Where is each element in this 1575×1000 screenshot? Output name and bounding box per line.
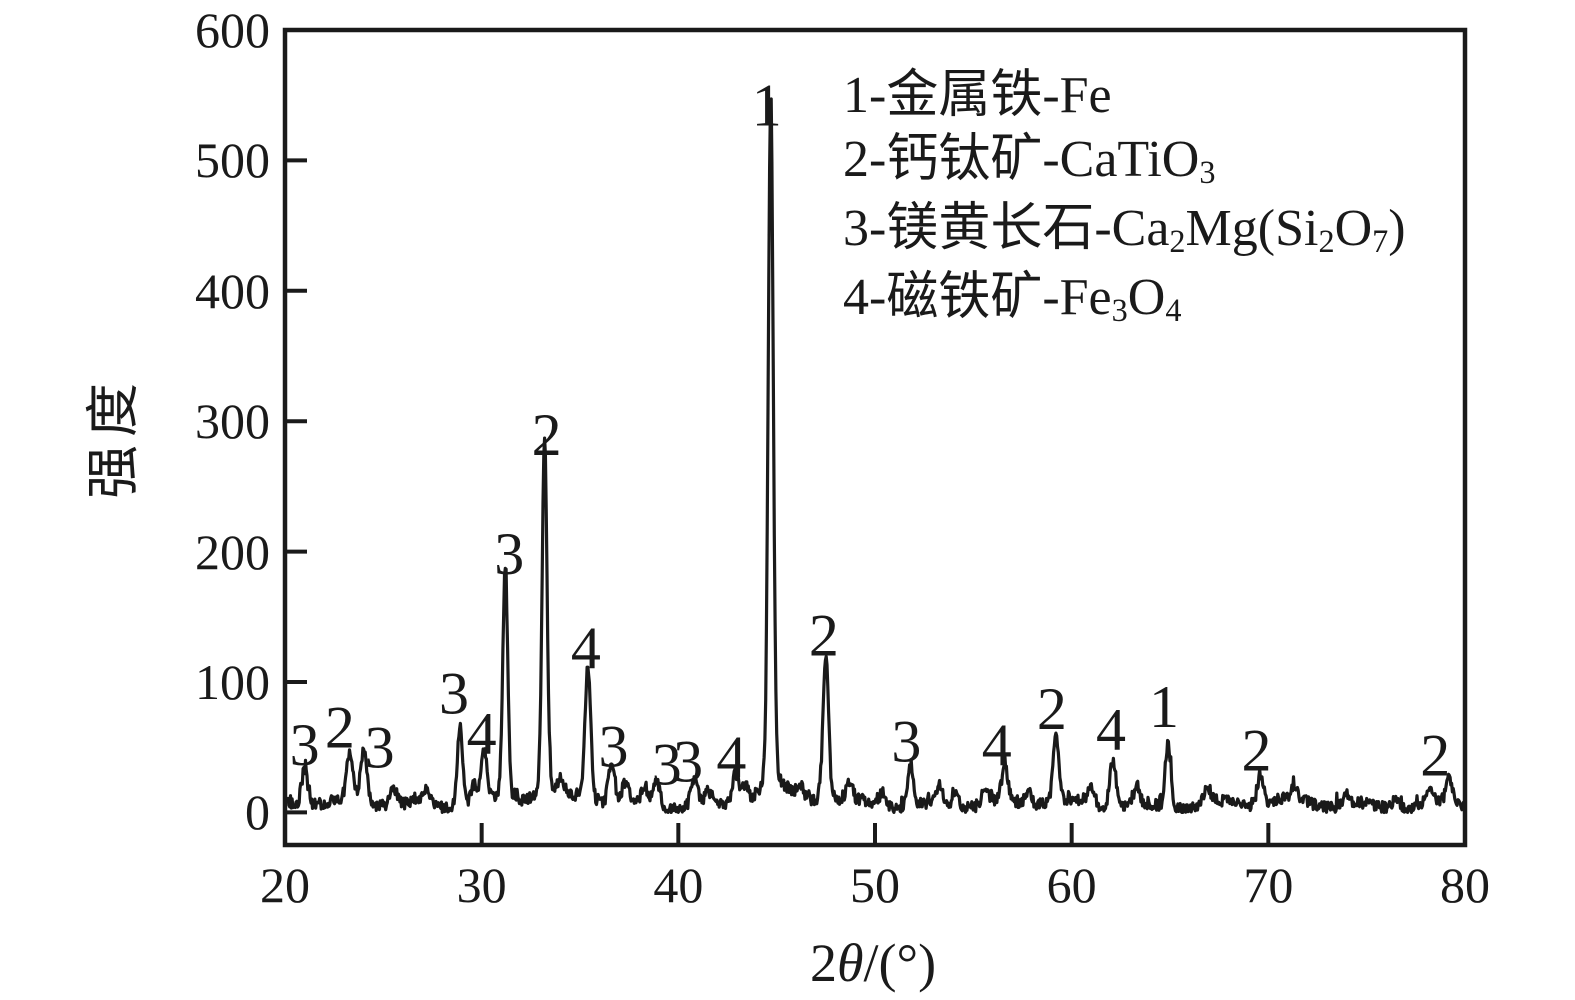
peak-label: 3 xyxy=(891,708,921,774)
text-segment: θ xyxy=(836,933,864,993)
y-tick-label: 0 xyxy=(245,784,270,841)
peak-label: 2 xyxy=(532,402,562,468)
peak-label: 3 xyxy=(673,729,703,795)
y-tick-label: 300 xyxy=(195,393,270,450)
peak-label: 3 xyxy=(290,712,320,778)
x-axis-title: 2θ/(°) xyxy=(810,932,936,994)
text-segment: 3-镁黄长石-Ca xyxy=(843,200,1170,257)
x-tick-label: 60 xyxy=(1046,857,1097,913)
text-segment: 2 xyxy=(809,933,837,993)
peak-label: 3 xyxy=(598,714,628,780)
x-tick-label: 40 xyxy=(653,857,704,913)
peak-label: 1 xyxy=(752,73,782,139)
legend-entry: 4-磁铁矿-Fe3O4 xyxy=(843,266,1406,335)
peak-label: 2 xyxy=(809,603,839,669)
subscript-text: 4 xyxy=(1165,292,1182,329)
xrd-trace xyxy=(283,97,1467,815)
peak-label: 1 xyxy=(1149,674,1179,740)
subscript-text: 7 xyxy=(1372,223,1389,260)
peak-label: 4 xyxy=(716,724,746,790)
peak-label: 4 xyxy=(982,712,1012,778)
text-segment: O xyxy=(1127,269,1166,326)
peak-label: 3 xyxy=(494,521,524,587)
y-tick-label: 400 xyxy=(195,262,270,319)
legend: 1-金属铁-Fe 2-钙钛矿-CaTiO3 3-镁黄长石-Ca2Mg(Si2O7) 4… xyxy=(843,64,1406,335)
text-segment: 2-钙钛矿-CaTiO xyxy=(843,131,1200,188)
subscript-text: 3 xyxy=(1199,154,1216,191)
y-tick-label: 500 xyxy=(195,132,270,189)
subscript-text: 2 xyxy=(1318,223,1335,260)
legend-entry: 1-金属铁-Fe xyxy=(843,64,1406,128)
y-tick-label: 100 xyxy=(195,654,270,710)
subscript-text: 3 xyxy=(1111,292,1128,329)
peak-label: 2 xyxy=(1037,676,1067,742)
peak-label: 4 xyxy=(1096,696,1126,762)
peak-label: 3 xyxy=(652,731,682,797)
text-segment: /(°) xyxy=(863,933,937,993)
x-tick-label: 50 xyxy=(850,857,900,913)
peak-label: 3 xyxy=(365,715,395,781)
legend-entry: 3-镁黄长石-Ca2Mg(Si2O7) xyxy=(843,197,1406,266)
x-tick-label: 80 xyxy=(1440,857,1490,913)
peak-label: 4 xyxy=(467,701,497,767)
peak-label: 2 xyxy=(1420,723,1450,789)
text-segment: ) xyxy=(1388,200,1406,257)
x-tick-label: 20 xyxy=(260,857,310,913)
y-axis-title: 强度 xyxy=(83,375,144,499)
text-segment: O xyxy=(1334,200,1373,257)
peak-label: 3 xyxy=(439,661,469,727)
text-segment: Mg(Si xyxy=(1185,200,1319,257)
peak-label: 2 xyxy=(325,694,355,760)
y-tick-label: 200 xyxy=(195,523,270,580)
y-tick-label: 600 xyxy=(195,2,270,58)
text-segment: 4-磁铁矿-Fe xyxy=(843,269,1112,326)
text-segment: 1-金属铁-Fe xyxy=(843,67,1112,124)
subscript-text: 2 xyxy=(1169,223,1186,260)
x-tick-label: 30 xyxy=(456,857,507,913)
x-tick-label: 70 xyxy=(1243,857,1294,913)
peak-label: 4 xyxy=(571,615,601,681)
legend-entry: 2-钙钛矿-CaTiO3 xyxy=(843,128,1406,197)
peak-label: 2 xyxy=(1241,717,1271,783)
